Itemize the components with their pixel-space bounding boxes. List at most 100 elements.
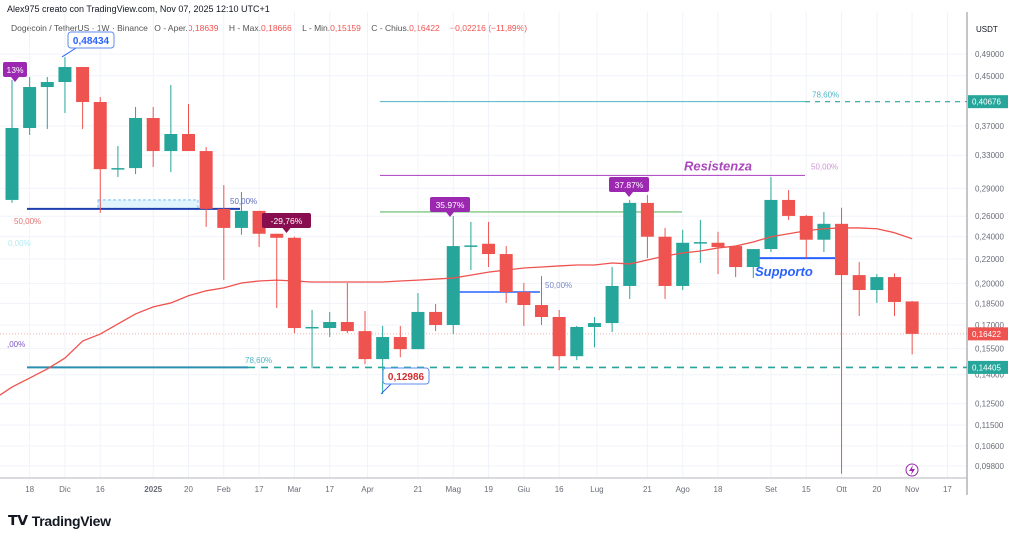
candle[interactable] xyxy=(411,293,425,350)
time-tick-label: 17 xyxy=(325,485,334,494)
candle-body xyxy=(517,291,531,306)
candle[interactable] xyxy=(23,76,37,135)
candle[interactable] xyxy=(587,316,601,348)
price-tag[interactable]: 0,40676 xyxy=(968,95,1008,109)
candle[interactable] xyxy=(499,246,513,303)
candle[interactable] xyxy=(482,221,496,268)
percent-tag-label: 35.97% xyxy=(436,200,465,210)
candle[interactable] xyxy=(305,309,319,369)
chart-credit: Alex975 creato con TradingView.com, Nov … xyxy=(7,4,270,14)
candle[interactable] xyxy=(693,219,707,263)
candle-body xyxy=(676,242,690,286)
price-tag-bg xyxy=(968,327,1008,341)
time-axis[interactable]: 18 Dic 16 2025 20 Feb 17 Mar 17 Apr 21 Mag 19 Giu 16 Lu… xyxy=(0,477,967,494)
candle[interactable] xyxy=(93,97,107,213)
percent-tag-bg xyxy=(609,177,649,192)
candle-body xyxy=(376,337,390,360)
open-value: 0,18639 xyxy=(187,23,219,33)
candle-body xyxy=(340,322,354,332)
candle[interactable] xyxy=(376,325,390,394)
time-tick-label: Lug xyxy=(590,485,603,494)
candle[interactable] xyxy=(782,190,796,220)
candle[interactable] xyxy=(676,229,690,291)
candle[interactable] xyxy=(76,67,90,129)
price-tag[interactable]: 0,14405 xyxy=(968,360,1008,374)
candle[interactable] xyxy=(729,246,743,278)
candle[interactable] xyxy=(535,276,548,326)
lightning-icon[interactable] xyxy=(905,463,919,477)
candle-body xyxy=(164,133,178,152)
time-tick-label: 16 xyxy=(96,485,105,494)
time-tick-label: 17 xyxy=(255,485,264,494)
candle[interactable] xyxy=(905,301,919,355)
candle[interactable] xyxy=(287,236,301,334)
candle[interactable] xyxy=(270,233,284,308)
candle[interactable] xyxy=(164,85,178,173)
price-tick-label: 0,22000 xyxy=(975,255,1004,264)
candle[interactable] xyxy=(182,103,195,152)
candle[interactable] xyxy=(234,192,248,235)
price-tag[interactable]: 0,16422 xyxy=(968,327,1008,341)
candle[interactable] xyxy=(129,106,143,175)
candle-body xyxy=(905,301,919,334)
price-axis[interactable]: USDT 0,49000 0,45000 0,37000 0,33000 0,29000 0… xyxy=(966,12,1008,495)
candle[interactable] xyxy=(711,231,725,275)
candle-body xyxy=(552,316,566,357)
candle[interactable] xyxy=(870,274,884,303)
percent-tag-bg xyxy=(262,213,311,228)
candle[interactable] xyxy=(623,199,637,299)
candle[interactable] xyxy=(517,283,531,326)
price-tick-label: 0,37000 xyxy=(975,122,1004,131)
time-tick-label: Giu xyxy=(518,485,530,494)
candle[interactable] xyxy=(146,106,160,168)
candle[interactable] xyxy=(40,76,54,129)
candle[interactable] xyxy=(446,215,460,335)
candle[interactable] xyxy=(323,311,337,338)
brand-name: TradingView xyxy=(31,512,111,529)
time-tick-label: Ago xyxy=(676,485,691,494)
fib-50-label-left: 50,00% xyxy=(230,197,257,206)
percent-change-tag: -29,76% xyxy=(262,213,311,233)
candle[interactable] xyxy=(429,304,443,332)
candle-body xyxy=(605,285,619,324)
candle[interactable] xyxy=(217,185,231,281)
candle-body xyxy=(799,215,813,240)
candle[interactable] xyxy=(817,211,831,252)
candle[interactable] xyxy=(888,273,901,316)
candle-body xyxy=(640,202,654,237)
candle-body xyxy=(146,118,160,152)
price-tick-label: 0,12500 xyxy=(975,400,1004,409)
candle[interactable] xyxy=(58,56,72,113)
candle-body xyxy=(658,236,672,286)
candle[interactable] xyxy=(746,249,760,279)
candle[interactable] xyxy=(5,79,19,203)
candle[interactable] xyxy=(111,145,125,178)
candle[interactable] xyxy=(199,147,213,227)
candle[interactable] xyxy=(605,267,619,333)
high-label: H - Max. xyxy=(228,23,262,33)
candle[interactable] xyxy=(340,283,354,334)
price-tick-label: 0,26000 xyxy=(975,212,1004,221)
time-tick-label: 18 xyxy=(25,485,34,494)
resistance-label: Resistenza xyxy=(684,158,752,173)
candle[interactable] xyxy=(358,310,372,365)
candle[interactable] xyxy=(393,325,407,358)
candle[interactable] xyxy=(640,194,654,259)
percent-change-tag: 35.97% xyxy=(430,197,470,217)
candle-body xyxy=(270,233,284,238)
percent-change-tag: 37.87% xyxy=(609,177,649,197)
symbol-name[interactable]: Dogecoin / TetherUS · 1W · Binance xyxy=(11,23,148,33)
price-tick-label: 0,24000 xyxy=(975,233,1004,242)
candle[interactable] xyxy=(570,325,584,361)
time-tick-label: 19 xyxy=(484,485,493,494)
candle[interactable] xyxy=(799,214,813,259)
candle[interactable] xyxy=(552,309,566,371)
price-tag-label: 0,40676 xyxy=(972,98,1001,107)
candle-body xyxy=(93,102,107,170)
candle[interactable] xyxy=(658,227,672,299)
candle[interactable] xyxy=(464,221,478,271)
candle[interactable] xyxy=(835,207,849,474)
candle[interactable] xyxy=(852,262,866,316)
candle-body xyxy=(870,277,884,291)
